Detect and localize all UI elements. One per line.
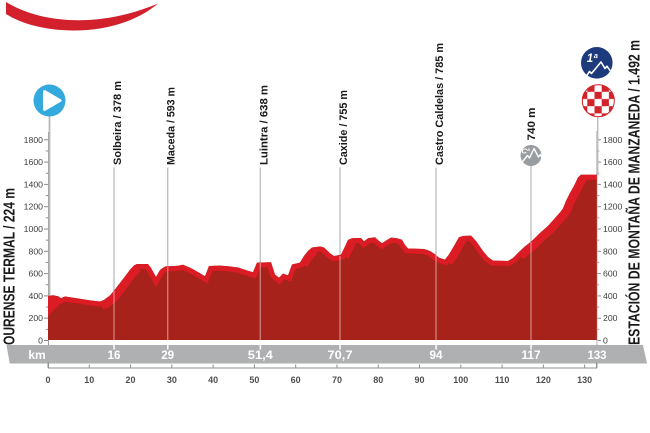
svg-text:16: 16 <box>108 348 121 362</box>
svg-text:ESTACIÓN DE MONTAÑA DE MANZANE: ESTACIÓN DE MONTAÑA DE MANZANEDA / 1.492… <box>624 40 644 345</box>
svg-text:117: 117 <box>522 348 541 362</box>
svg-text:Castro Caldelas / 785 m: Castro Caldelas / 785 m <box>434 43 446 165</box>
svg-text:0: 0 <box>38 336 43 346</box>
svg-text:Luintra / 638 m: Luintra / 638 m <box>258 85 270 165</box>
svg-text:100: 100 <box>453 375 468 385</box>
svg-text:200: 200 <box>29 313 44 323</box>
svg-text:30: 30 <box>167 375 177 385</box>
svg-text:0: 0 <box>603 336 608 346</box>
svg-text:Maceda / 593 m: Maceda / 593 m <box>166 87 178 165</box>
svg-text:94: 94 <box>430 348 443 362</box>
svg-text:400: 400 <box>29 291 44 301</box>
svg-text:120: 120 <box>536 375 551 385</box>
svg-text:130: 130 <box>577 375 592 385</box>
svg-text:Cª: Cª <box>522 147 530 156</box>
svg-text:400: 400 <box>603 291 618 301</box>
svg-text:OURENSE TERMAL / 224 m: OURENSE TERMAL / 224 m <box>2 188 19 345</box>
svg-text:200: 200 <box>603 313 618 323</box>
svg-text:1000: 1000 <box>603 224 622 234</box>
svg-text:1400: 1400 <box>24 179 43 189</box>
svg-text:60: 60 <box>291 375 301 385</box>
svg-text:1000: 1000 <box>24 224 43 234</box>
svg-text:1800: 1800 <box>24 135 43 145</box>
svg-text:Caxide / 755 m: Caxide / 755 m <box>338 90 350 165</box>
svg-text:70: 70 <box>332 375 342 385</box>
svg-text:1ª: 1ª <box>587 53 598 65</box>
svg-text:70,7: 70,7 <box>328 348 353 362</box>
svg-text:80: 80 <box>373 375 383 385</box>
svg-text:51,4: 51,4 <box>248 348 273 362</box>
svg-text:km: km <box>28 348 45 362</box>
svg-text:800: 800 <box>29 246 44 256</box>
svg-text:50: 50 <box>249 375 259 385</box>
svg-text:90: 90 <box>415 375 425 385</box>
svg-text:0: 0 <box>45 375 50 385</box>
svg-text:Solbeira / 378 m: Solbeira / 378 m <box>112 81 124 165</box>
svg-text:740 m: 740 m <box>526 107 538 140</box>
svg-text:29: 29 <box>161 348 174 362</box>
svg-text:1200: 1200 <box>24 202 43 212</box>
svg-text:1200: 1200 <box>603 202 622 212</box>
svg-text:1400: 1400 <box>603 179 622 189</box>
svg-text:1800: 1800 <box>603 135 622 145</box>
svg-text:110: 110 <box>495 375 510 385</box>
svg-text:10: 10 <box>84 375 94 385</box>
svg-text:600: 600 <box>603 269 618 279</box>
svg-text:800: 800 <box>603 246 618 256</box>
svg-text:40: 40 <box>208 375 218 385</box>
svg-text:133: 133 <box>588 348 607 362</box>
svg-text:20: 20 <box>126 375 136 385</box>
svg-text:1600: 1600 <box>24 157 43 167</box>
svg-text:1600: 1600 <box>603 157 622 167</box>
svg-text:600: 600 <box>29 269 44 279</box>
